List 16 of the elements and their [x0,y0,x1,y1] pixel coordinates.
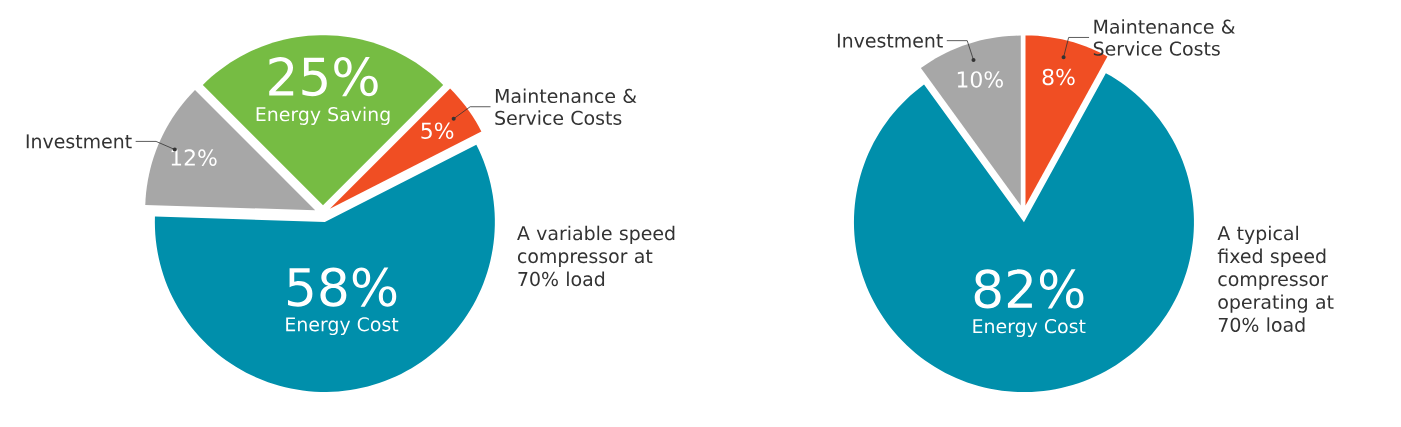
slice-label: Energy Cost [286,317,399,336]
data-label: 5% [421,122,454,139]
slice-label: Maintenance & Service Costs [1093,19,1235,56]
slice-label: Maintenance & Service Costs [495,88,637,126]
data-label: 12% [171,149,217,166]
slice-label: Energy Cost [973,319,1086,337]
data-label: 25% [269,57,378,97]
data-label: 10% [957,71,1003,88]
data-label: 82% [974,269,1084,309]
text: A typical fixed speed compressor operating at 70% load [1217,225,1334,332]
data-label: 58% [287,267,397,307]
slice-label: Investment [837,33,943,48]
slice-label: Investment [26,134,132,149]
text: A variable speed compressor at 70% load [517,225,675,287]
slice-label: Energy Saving [256,106,390,125]
data-label: 8% [1042,68,1075,86]
